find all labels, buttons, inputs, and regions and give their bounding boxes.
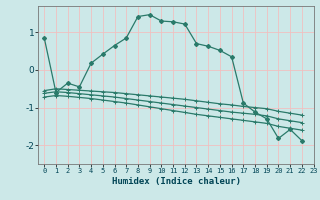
X-axis label: Humidex (Indice chaleur): Humidex (Indice chaleur): [111, 177, 241, 186]
